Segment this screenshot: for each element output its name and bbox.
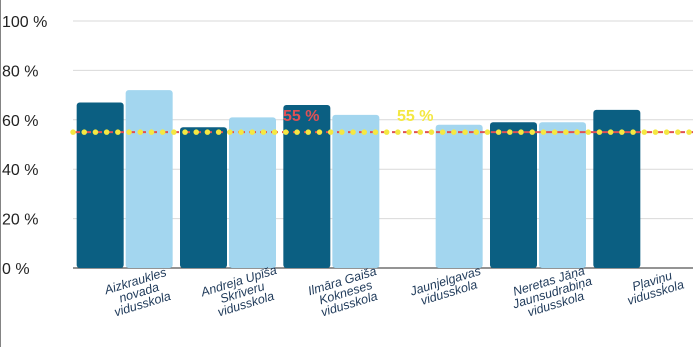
y-tick-label: 60 % xyxy=(2,113,38,130)
bar-series2-cat4 xyxy=(435,124,483,269)
reference-label-red: 55 % xyxy=(283,108,319,125)
bar-series2-cat3 xyxy=(332,114,380,268)
reference-labels: 55 % 55 % xyxy=(283,108,433,125)
grid xyxy=(73,20,693,269)
bar-series1-cat2 xyxy=(180,127,227,269)
bar-series2-cat1 xyxy=(125,90,173,268)
bar-series1-cat1 xyxy=(76,102,124,268)
y-tick-labels: 0 % 20 % 40 % 60 % 80 % 100 % xyxy=(2,14,47,278)
y-tick-label: 20 % xyxy=(2,212,38,229)
y-tick-label: 100 % xyxy=(2,14,47,31)
bar-series1-cat3 xyxy=(283,104,331,268)
bar-series1-cat6 xyxy=(593,109,641,268)
y-tick-label: 80 % xyxy=(2,63,38,80)
y-tick-label: 0 % xyxy=(2,261,30,278)
bar-series1-cat5 xyxy=(490,122,537,269)
bars xyxy=(76,90,641,269)
reference-label-yellow: 55 % xyxy=(397,108,433,125)
bar-series2-cat2 xyxy=(229,117,276,268)
bar-series2-cat5 xyxy=(539,122,586,269)
y-tick-label: 40 % xyxy=(2,162,38,179)
